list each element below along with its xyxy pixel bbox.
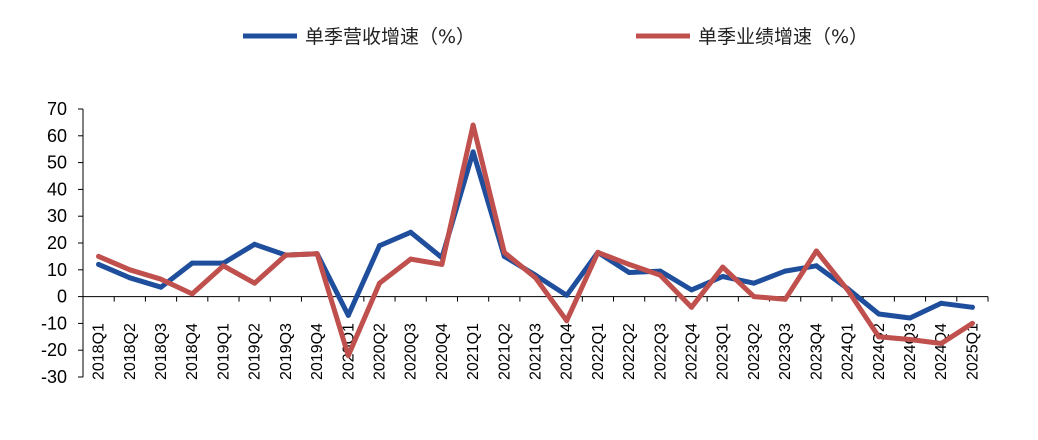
data-point-1 — [220, 263, 226, 269]
x-tick-label: 2020Q4 — [434, 323, 451, 380]
y-tick-label: 50 — [47, 153, 67, 173]
y-tick-label: 20 — [47, 233, 67, 253]
data-point-0 — [813, 263, 819, 269]
x-tick-label: 2020Q3 — [403, 323, 420, 380]
x-tick-label: 2023Q2 — [746, 323, 763, 380]
data-point-1 — [751, 294, 757, 300]
y-tick-label: 10 — [47, 260, 67, 280]
x-tick-label: 2021Q3 — [528, 323, 545, 380]
data-point-0 — [377, 243, 382, 249]
x-tick-label: 2021Q2 — [496, 323, 513, 380]
series-lines — [96, 122, 975, 359]
y-tick-label: -10 — [41, 313, 67, 333]
data-point-0 — [252, 241, 258, 247]
x-tick-label: 2023Q1 — [715, 323, 732, 380]
x-tick-label: 2024Q3 — [902, 323, 919, 380]
data-point-0 — [689, 287, 694, 293]
data-point-1 — [345, 353, 351, 359]
data-point-1 — [938, 341, 944, 346]
data-point-1 — [96, 253, 102, 259]
series-line-1 — [96, 122, 975, 359]
data-point-1 — [127, 267, 133, 273]
data-point-1 — [283, 252, 289, 258]
axes: -30 -20 -10 0 10 20 30 40 50 60 70 2018Q1 2018Q2 2018… — [41, 99, 989, 387]
data-point-1 — [626, 261, 632, 267]
data-point-1 — [657, 272, 663, 278]
data-point-1 — [907, 337, 913, 342]
x-tick-label: 2018Q4 — [184, 323, 201, 380]
x-tick-label: 2024Q1 — [840, 323, 857, 380]
x-tick-label: 2019Q1 — [215, 323, 232, 380]
data-point-0 — [720, 274, 726, 279]
x-tick-label: 2019Q4 — [309, 323, 326, 380]
data-point-0 — [751, 280, 757, 286]
data-point-1 — [876, 334, 882, 340]
x-tick-label: 2024Q4 — [933, 323, 950, 380]
data-point-0 — [876, 311, 882, 317]
x-tick-label: 2023Q4 — [808, 323, 825, 380]
legend: 单季营收增速（%） 单季业绩增速（%） — [243, 26, 868, 48]
x-tick-label: 2022Q1 — [590, 323, 607, 380]
data-point-1 — [501, 249, 507, 255]
x-tick-label: 2022Q3 — [652, 323, 669, 380]
data-point-0 — [470, 149, 476, 155]
x-tick-label: 2021Q1 — [465, 323, 482, 380]
x-tick-label: 2022Q2 — [621, 323, 638, 380]
data-point-0 — [782, 268, 788, 274]
y-tick-label: 40 — [47, 179, 67, 199]
x-tick-label: 2019Q3 — [278, 323, 295, 380]
data-point-1 — [439, 261, 445, 267]
data-point-1 — [533, 275, 538, 281]
x-tick-label: 2018Q1 — [91, 323, 108, 380]
y-tick-label: 70 — [47, 99, 67, 119]
x-tick-label: 2018Q2 — [122, 323, 139, 380]
data-point-0 — [969, 304, 975, 310]
x-tick-label: 2021Q4 — [559, 323, 576, 380]
y-tick-label: -20 — [41, 340, 67, 360]
data-point-1 — [595, 249, 601, 255]
series-line-0 — [96, 149, 975, 321]
x-tick-label: 2020Q2 — [371, 323, 388, 380]
data-point-0 — [626, 270, 632, 275]
x-tick-label: 2022Q4 — [684, 323, 701, 380]
data-point-1 — [314, 251, 320, 257]
data-point-0 — [189, 260, 195, 266]
data-point-1 — [782, 296, 788, 302]
data-point-0 — [907, 315, 913, 321]
data-point-1 — [252, 280, 258, 286]
data-point-0 — [564, 292, 570, 298]
data-point-0 — [127, 275, 133, 281]
data-point-0 — [408, 229, 414, 235]
data-point-1 — [845, 287, 851, 293]
x-tick-label: 2018Q3 — [153, 323, 170, 380]
y-tick-label: -30 — [41, 367, 67, 387]
x-tick-label: 2019Q2 — [247, 323, 264, 380]
legend-label-earnings: 单季业绩增速（%） — [698, 26, 868, 48]
y-tick-label: 30 — [47, 206, 67, 226]
data-point-0 — [96, 261, 102, 267]
y-tick-label: 0 — [57, 287, 67, 307]
y-tick-label: 60 — [47, 126, 67, 146]
data-point-1 — [564, 318, 570, 324]
legend-label-revenue: 单季营收增速（%） — [305, 26, 475, 48]
data-point-1 — [689, 304, 694, 310]
x-tick-label: 2025Q1 — [964, 323, 981, 380]
data-point-1 — [377, 280, 382, 286]
data-point-1 — [408, 256, 414, 262]
x-tick-label: 2023Q3 — [777, 323, 794, 380]
data-point-1 — [969, 320, 975, 326]
data-point-0 — [345, 312, 351, 318]
data-point-1 — [158, 276, 164, 282]
data-point-0 — [938, 300, 944, 306]
data-point-1 — [189, 291, 195, 297]
data-point-1 — [813, 248, 819, 254]
data-point-0 — [158, 284, 164, 290]
data-point-1 — [720, 264, 726, 270]
data-point-1 — [470, 122, 476, 128]
